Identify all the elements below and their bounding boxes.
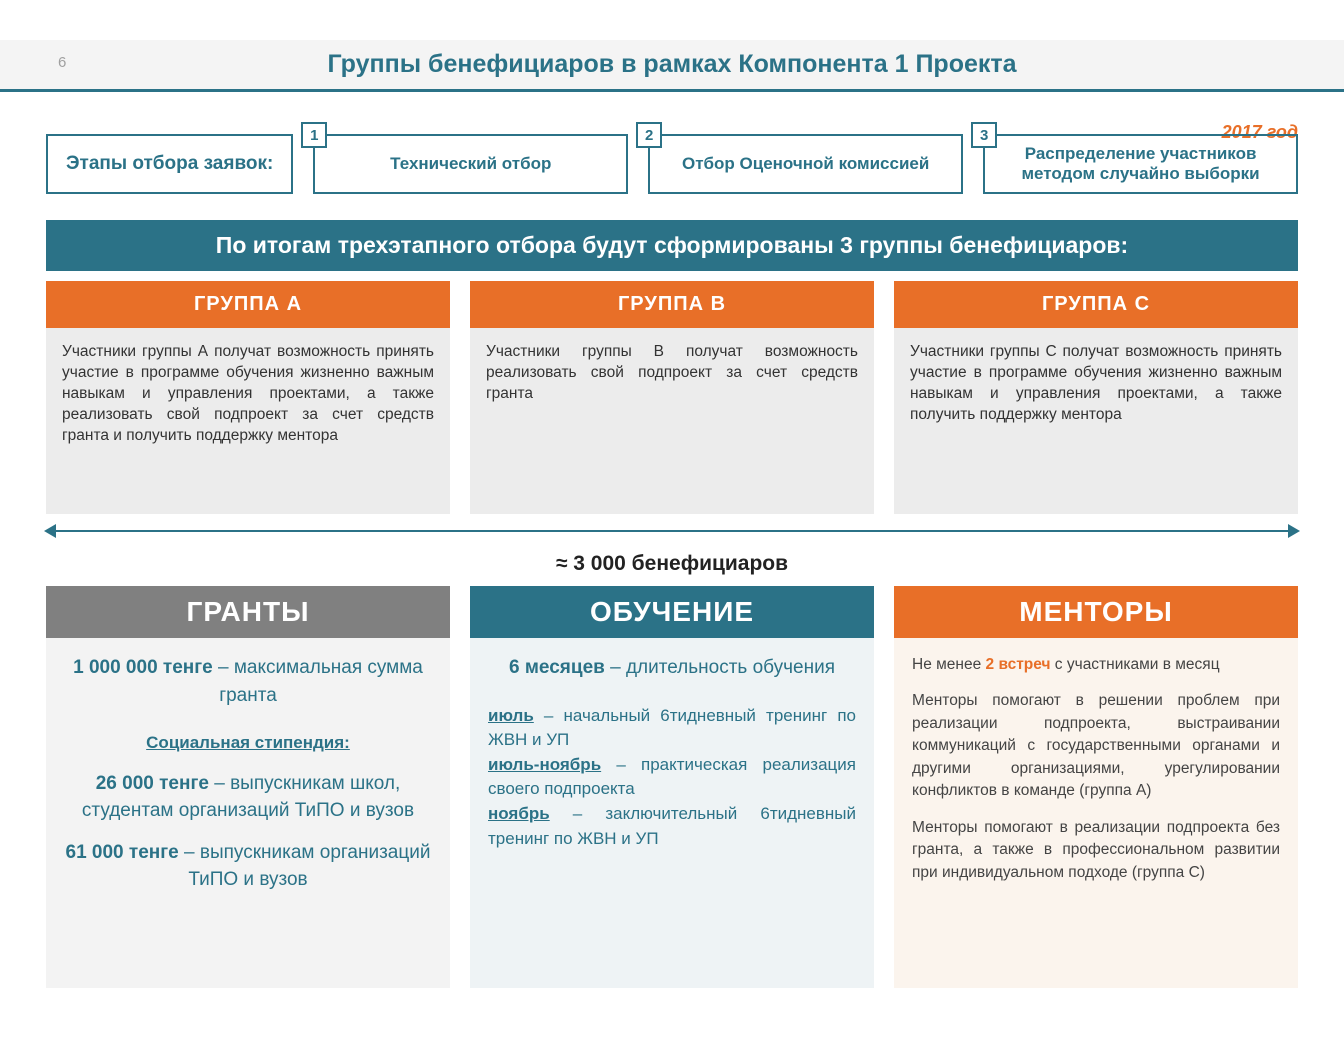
beneficiaries-count: ≈ 3 000 бенефициаров (46, 552, 1298, 576)
bottom-row: ГРАНТЫ 1 000 000 тенге – максимальная су… (46, 586, 1298, 988)
training-desc-1: – начальный 6тидневный тренинг по ЖВН и … (488, 706, 856, 750)
training-month-1: июль (488, 706, 534, 725)
grant-amount: 1 000 000 тенге (73, 657, 213, 678)
training-column: ОБУЧЕНИЕ 6 месяцев – длительность обучен… (470, 586, 874, 988)
grants-body: 1 000 000 тенге – максимальная сумма гра… (46, 638, 450, 988)
group-head: ГРУППА В (470, 281, 874, 328)
stage-text: Отбор Оценочной комиссией (682, 154, 929, 174)
training-body: 6 месяцев – длительность обучения июль –… (470, 638, 874, 988)
arrow-divider (46, 520, 1298, 550)
mentors-p3: Менторы помогают в реализации подпроекта… (912, 817, 1280, 884)
group-head: ГРУППА А (46, 281, 450, 328)
stage-box-3: 3 Распределение участников методом случа… (983, 134, 1298, 194)
stages-label: Этапы отбора заявок: (46, 134, 293, 194)
group-body: Участники группы В получат возможность р… (470, 328, 874, 514)
mentors-meetings: 2 встреч (986, 656, 1051, 673)
mentors-head: МЕНТОРЫ (894, 586, 1298, 638)
groups-row: ГРУППА А Участники группы А получат возм… (46, 281, 1298, 514)
training-head: ОБУЧЕНИЕ (470, 586, 874, 638)
grant-amount-desc: – максимальная сумма гранта (213, 657, 423, 706)
stage-box-1: 1 Технический отбор (313, 134, 628, 194)
stage-number: 1 (301, 122, 327, 148)
stipend-label: Социальная стипендия: (146, 733, 350, 752)
stage-number: 3 (971, 122, 997, 148)
mentors-body: Не менее 2 встреч с участниками в месяц … (894, 638, 1298, 988)
stipend-2-desc: – выпускникам организаций ТиПО и вузов (179, 842, 431, 891)
training-month-3: ноябрь (488, 804, 550, 823)
mentors-p2: Менторы помогают в решении проблем при р… (912, 690, 1280, 802)
stage-box-2: 2 Отбор Оценочной комиссией (648, 134, 963, 194)
training-duration-desc: – длительность обучения (605, 657, 835, 678)
page-title: Группы бенефициаров в рамках Компонента … (0, 50, 1344, 79)
stage-text: Технический отбор (390, 154, 551, 174)
group-b: ГРУППА В Участники группы В получат возм… (470, 281, 874, 514)
header-bar: 6 Группы бенефициаров в рамках Компонент… (0, 40, 1344, 92)
mentors-column: МЕНТОРЫ Не менее 2 встреч с участниками … (894, 586, 1298, 988)
group-body: Участники группы С получат возможность п… (894, 328, 1298, 514)
grants-column: ГРАНТЫ 1 000 000 тенге – максимальная су… (46, 586, 450, 988)
stages-row: Этапы отбора заявок: 1 Технический отбор… (46, 134, 1298, 194)
mentors-p1-pre: Не менее (912, 656, 986, 673)
stage-number: 2 (636, 122, 662, 148)
group-c: ГРУППА С Участники группы С получат возм… (894, 281, 1298, 514)
stage-text: Распределение участников методом случайн… (1003, 144, 1278, 184)
result-banner: По итогам трехэтапного отбора будут сфор… (46, 220, 1298, 271)
training-month-2: июль-ноябрь (488, 755, 601, 774)
mentors-p1-post: с участниками в месяц (1051, 656, 1220, 673)
stipend-1-amount: 26 000 тенге (96, 773, 209, 794)
group-head: ГРУППА С (894, 281, 1298, 328)
stipend-2-amount: 61 000 тенге (66, 842, 179, 863)
group-a: ГРУППА А Участники группы А получат возм… (46, 281, 450, 514)
group-body: Участники группы А получат возможность п… (46, 328, 450, 514)
grants-head: ГРАНТЫ (46, 586, 450, 638)
training-duration: 6 месяцев (509, 657, 605, 678)
